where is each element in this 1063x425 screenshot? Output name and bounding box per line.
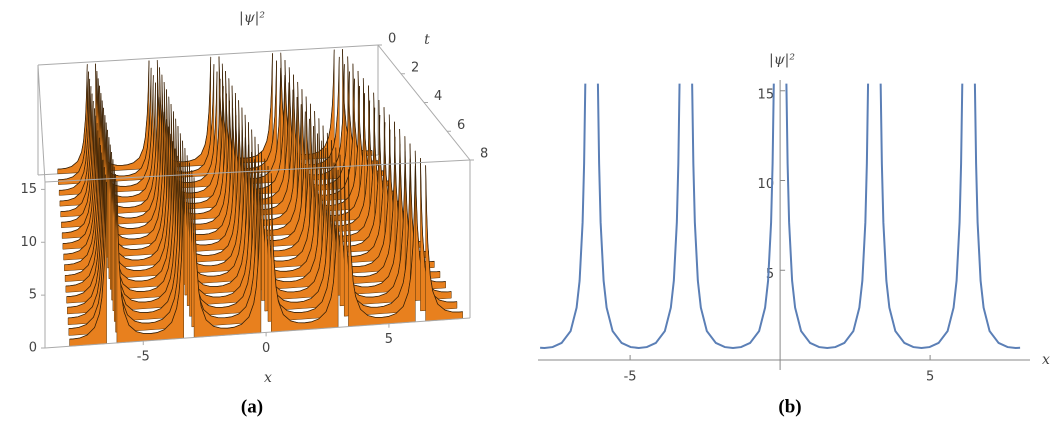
surface-ridge (65, 121, 429, 276)
t-tick-label: 6 (457, 118, 465, 133)
y-tick-label: 10 (758, 177, 775, 192)
x-tick-label: -5 (137, 350, 150, 365)
z-axis-label: |ψ|² (239, 10, 265, 26)
surface-ridge (61, 85, 401, 223)
z-tick-label: 0 (29, 341, 37, 356)
surface-ridge (67, 143, 446, 308)
panel-caption: (a) (241, 396, 263, 417)
surface-ridge (66, 136, 441, 297)
surface-fill (57, 64, 88, 175)
surface-ridge (64, 114, 424, 266)
x-tick-label: -5 (624, 370, 637, 385)
x-axis-label: x (1042, 352, 1050, 368)
surface-ridge (65, 129, 435, 287)
x-tick-label: 5 (926, 370, 934, 385)
panel-caption: (b) (778, 396, 801, 417)
surface-ridge (68, 158, 458, 329)
box-edge (44, 317, 471, 349)
t-tick-label: 0 (388, 32, 396, 47)
t-tick-label: 2 (411, 60, 419, 75)
z-tick-label: 10 (20, 235, 37, 250)
surface-ridge (68, 150, 452, 319)
t-tick-label: 8 (480, 147, 488, 162)
surface-ridge (69, 165, 463, 340)
box-edge (37, 44, 379, 66)
t-axis-label: t (424, 32, 430, 48)
t-tick-label: 4 (434, 89, 442, 104)
surface-ridge (63, 107, 418, 255)
line-series (540, 83, 1021, 349)
z-tick-label: 15 (20, 182, 37, 197)
y-tick-label: 5 (766, 267, 774, 282)
x-tick-label: 0 (262, 341, 270, 356)
x-axis-label: x (264, 370, 272, 386)
y-tick-label: 15 (758, 87, 775, 102)
z-tick-label: 5 (29, 288, 37, 303)
y-axis-label: |ψ|² (769, 52, 795, 68)
x-tick-label: 5 (385, 332, 393, 347)
box-edge (44, 159, 471, 183)
box-edge (37, 64, 46, 183)
